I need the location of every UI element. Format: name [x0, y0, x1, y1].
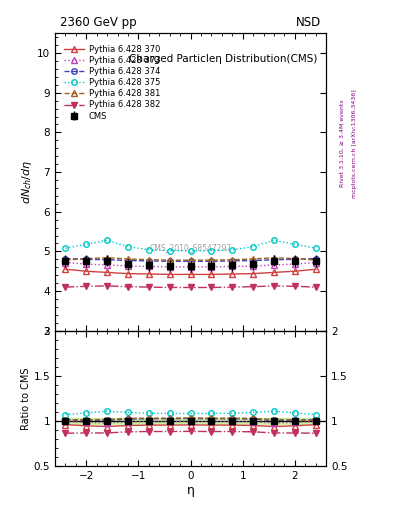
- Text: NSD: NSD: [296, 16, 321, 29]
- Pythia 6.428 374: [147, 258, 151, 264]
- Pythia 6.428 375: [105, 237, 110, 243]
- Text: mcplots.cern.ch [arXiv:1306.3436]: mcplots.cern.ch [arXiv:1306.3436]: [352, 89, 357, 198]
- Pythia 6.428 381: [313, 257, 318, 263]
- Pythia 6.428 375: [209, 247, 214, 253]
- Pythia 6.428 373: [188, 264, 193, 270]
- Pythia 6.428 381: [272, 254, 276, 261]
- Pythia 6.428 381: [84, 255, 89, 262]
- Pythia 6.428 374: [126, 258, 130, 264]
- Pythia 6.428 375: [63, 245, 68, 251]
- Pythia 6.428 374: [84, 257, 89, 263]
- Pythia 6.428 382: [147, 284, 151, 290]
- Pythia 6.428 370: [251, 270, 255, 276]
- Pythia 6.428 370: [147, 271, 151, 277]
- Pythia 6.428 382: [126, 284, 130, 290]
- X-axis label: η: η: [187, 483, 195, 497]
- Pythia 6.428 381: [251, 256, 255, 262]
- Pythia 6.428 370: [292, 268, 297, 274]
- Pythia 6.428 370: [313, 266, 318, 272]
- Pythia 6.428 370: [105, 269, 110, 275]
- Pythia 6.428 370: [272, 269, 276, 275]
- Pythia 6.428 381: [230, 257, 235, 263]
- Line: Pythia 6.428 373: Pythia 6.428 373: [62, 260, 319, 270]
- Pythia 6.428 382: [313, 284, 318, 290]
- Legend: Pythia 6.428 370, Pythia 6.428 373, Pythia 6.428 374, Pythia 6.428 375, Pythia 6: Pythia 6.428 370, Pythia 6.428 373, Pyth…: [62, 44, 162, 122]
- Pythia 6.428 382: [292, 283, 297, 289]
- Pythia 6.428 382: [209, 285, 214, 291]
- Pythia 6.428 373: [63, 260, 68, 266]
- Pythia 6.428 375: [272, 237, 276, 243]
- Pythia 6.428 382: [63, 284, 68, 290]
- Pythia 6.428 373: [84, 261, 89, 267]
- Pythia 6.428 370: [126, 270, 130, 276]
- Pythia 6.428 373: [230, 263, 235, 269]
- Pythia 6.428 381: [126, 256, 130, 262]
- Pythia 6.428 375: [230, 247, 235, 253]
- Pythia 6.428 373: [292, 261, 297, 267]
- Pythia 6.428 374: [63, 255, 68, 262]
- Line: Pythia 6.428 370: Pythia 6.428 370: [62, 266, 319, 277]
- Pythia 6.428 375: [292, 241, 297, 247]
- Pythia 6.428 373: [272, 262, 276, 268]
- Pythia 6.428 382: [84, 283, 89, 289]
- Y-axis label: Ratio to CMS: Ratio to CMS: [21, 367, 31, 430]
- Pythia 6.428 373: [167, 264, 172, 270]
- Line: Pythia 6.428 375: Pythia 6.428 375: [62, 238, 319, 254]
- Pythia 6.428 374: [272, 257, 276, 263]
- Line: Pythia 6.428 382: Pythia 6.428 382: [62, 283, 319, 290]
- Text: Charged Particleη Distribution(CMS): Charged Particleη Distribution(CMS): [129, 54, 317, 64]
- Pythia 6.428 374: [105, 257, 110, 263]
- Pythia 6.428 381: [105, 254, 110, 261]
- Pythia 6.428 375: [167, 247, 172, 253]
- Pythia 6.428 381: [292, 255, 297, 262]
- Pythia 6.428 370: [63, 266, 68, 272]
- Pythia 6.428 373: [251, 263, 255, 269]
- Pythia 6.428 374: [188, 258, 193, 264]
- Pythia 6.428 373: [105, 262, 110, 268]
- Pythia 6.428 374: [167, 258, 172, 264]
- Pythia 6.428 381: [147, 257, 151, 263]
- Text: Rivet 3.1.10, ≥ 3.4M events: Rivet 3.1.10, ≥ 3.4M events: [340, 99, 345, 187]
- Pythia 6.428 373: [313, 260, 318, 266]
- Pythia 6.428 382: [251, 284, 255, 290]
- Text: CMS_2010_S8547297: CMS_2010_S8547297: [149, 243, 232, 252]
- Pythia 6.428 375: [126, 244, 130, 250]
- Pythia 6.428 374: [251, 258, 255, 264]
- Pythia 6.428 375: [84, 241, 89, 247]
- Pythia 6.428 382: [230, 284, 235, 290]
- Pythia 6.428 370: [84, 268, 89, 274]
- Text: 2360 GeV pp: 2360 GeV pp: [61, 16, 137, 29]
- Pythia 6.428 375: [313, 245, 318, 251]
- Pythia 6.428 373: [209, 264, 214, 270]
- Pythia 6.428 373: [147, 263, 151, 269]
- Pythia 6.428 370: [230, 271, 235, 277]
- Line: Pythia 6.428 381: Pythia 6.428 381: [62, 255, 319, 263]
- Pythia 6.428 370: [209, 271, 214, 278]
- Pythia 6.428 381: [188, 257, 193, 263]
- Pythia 6.428 381: [63, 257, 68, 263]
- Pythia 6.428 374: [313, 255, 318, 262]
- Pythia 6.428 370: [188, 271, 193, 278]
- Line: Pythia 6.428 374: Pythia 6.428 374: [62, 256, 319, 264]
- Pythia 6.428 374: [209, 258, 214, 264]
- Pythia 6.428 382: [105, 283, 110, 289]
- Pythia 6.428 381: [167, 257, 172, 263]
- Pythia 6.428 373: [126, 263, 130, 269]
- Pythia 6.428 374: [292, 257, 297, 263]
- Pythia 6.428 382: [188, 285, 193, 291]
- Pythia 6.428 382: [167, 285, 172, 291]
- Pythia 6.428 382: [272, 283, 276, 289]
- Y-axis label: $dN_{ch}/d\eta$: $dN_{ch}/d\eta$: [20, 160, 34, 204]
- Pythia 6.428 375: [147, 247, 151, 253]
- Pythia 6.428 381: [209, 257, 214, 263]
- Pythia 6.428 374: [230, 258, 235, 264]
- Pythia 6.428 375: [251, 244, 255, 250]
- Pythia 6.428 375: [188, 248, 193, 254]
- Pythia 6.428 370: [167, 271, 172, 278]
